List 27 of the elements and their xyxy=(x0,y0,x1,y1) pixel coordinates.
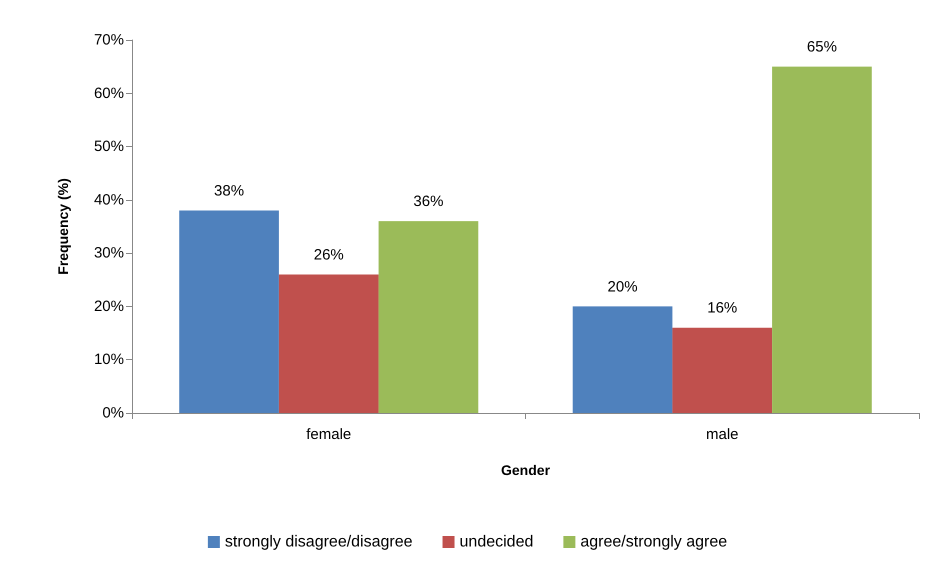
data-label: 65% xyxy=(806,38,837,56)
y-tick-label: 10% xyxy=(94,351,124,368)
y-tick-label: 60% xyxy=(94,84,124,102)
bar xyxy=(278,274,379,413)
y-tick-label: 40% xyxy=(94,191,124,208)
legend-label: strongly disagree/disagree xyxy=(224,534,413,550)
bar xyxy=(378,221,478,413)
y-tick-label: 70% xyxy=(94,32,124,48)
data-label: 16% xyxy=(707,300,738,317)
y-tick-label: 50% xyxy=(94,138,124,156)
data-label: 38% xyxy=(214,182,244,200)
x-tick-label: male xyxy=(706,426,739,443)
data-label: 20% xyxy=(608,278,638,296)
y-tick-label: 0% xyxy=(102,404,124,422)
legend-label: agree/strongly agree xyxy=(580,534,728,550)
bar xyxy=(772,66,872,413)
data-label: 36% xyxy=(413,193,444,210)
legend-label: undecided xyxy=(460,534,534,550)
y-axis-title: Frequency (%) xyxy=(55,178,71,275)
x-axis-title: Gender xyxy=(500,462,551,478)
bar xyxy=(179,210,279,413)
x-tick-label: female xyxy=(306,426,352,443)
bar xyxy=(672,328,772,413)
y-tick-label: 30% xyxy=(94,244,124,262)
y-tick-label: 20% xyxy=(94,298,124,315)
data-label: 26% xyxy=(314,246,344,264)
bar xyxy=(572,306,672,413)
